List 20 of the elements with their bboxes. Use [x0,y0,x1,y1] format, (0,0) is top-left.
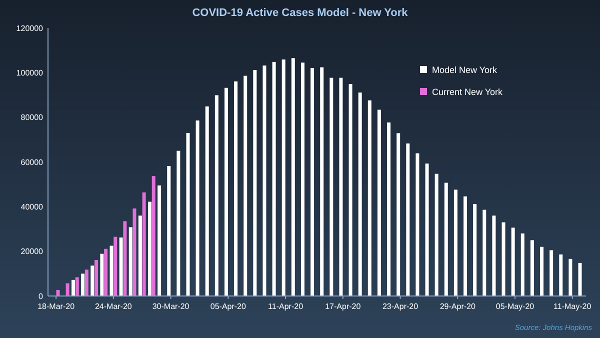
y-tick-label: 100000 [16,68,44,78]
x-tick-label: 11-May-20 [554,302,592,311]
legend-label: Current New York [432,87,504,98]
legend-label: Model New York [432,65,498,76]
y-tick-label: 0 [38,292,44,301]
x-tick-label: 05-Apr-20 [210,302,247,311]
x-tick-label: 11-Apr-20 [268,302,304,311]
x-tick-label: 17-Apr-20 [325,302,362,311]
x-tick-label: 05-May-20 [496,302,535,311]
x-tick-label: 23-Apr-20 [382,302,419,311]
chart-title: COVID-19 Active Cases Model - New York [192,7,409,19]
y-tick-label: 60000 [20,158,44,167]
x-tick-label: 29-Apr-20 [440,302,476,311]
x-tick-label: 24-Mar-20 [94,302,132,311]
y-tick-label: 40000 [20,202,44,212]
x-tick-label: 30-Mar-20 [152,302,190,311]
x-tick-label: 18-Mar-20 [38,302,76,311]
y-tick-label: 120000 [16,24,44,33]
y-tick-label: 20000 [20,247,44,256]
y-tick-label: 80000 [20,113,44,122]
